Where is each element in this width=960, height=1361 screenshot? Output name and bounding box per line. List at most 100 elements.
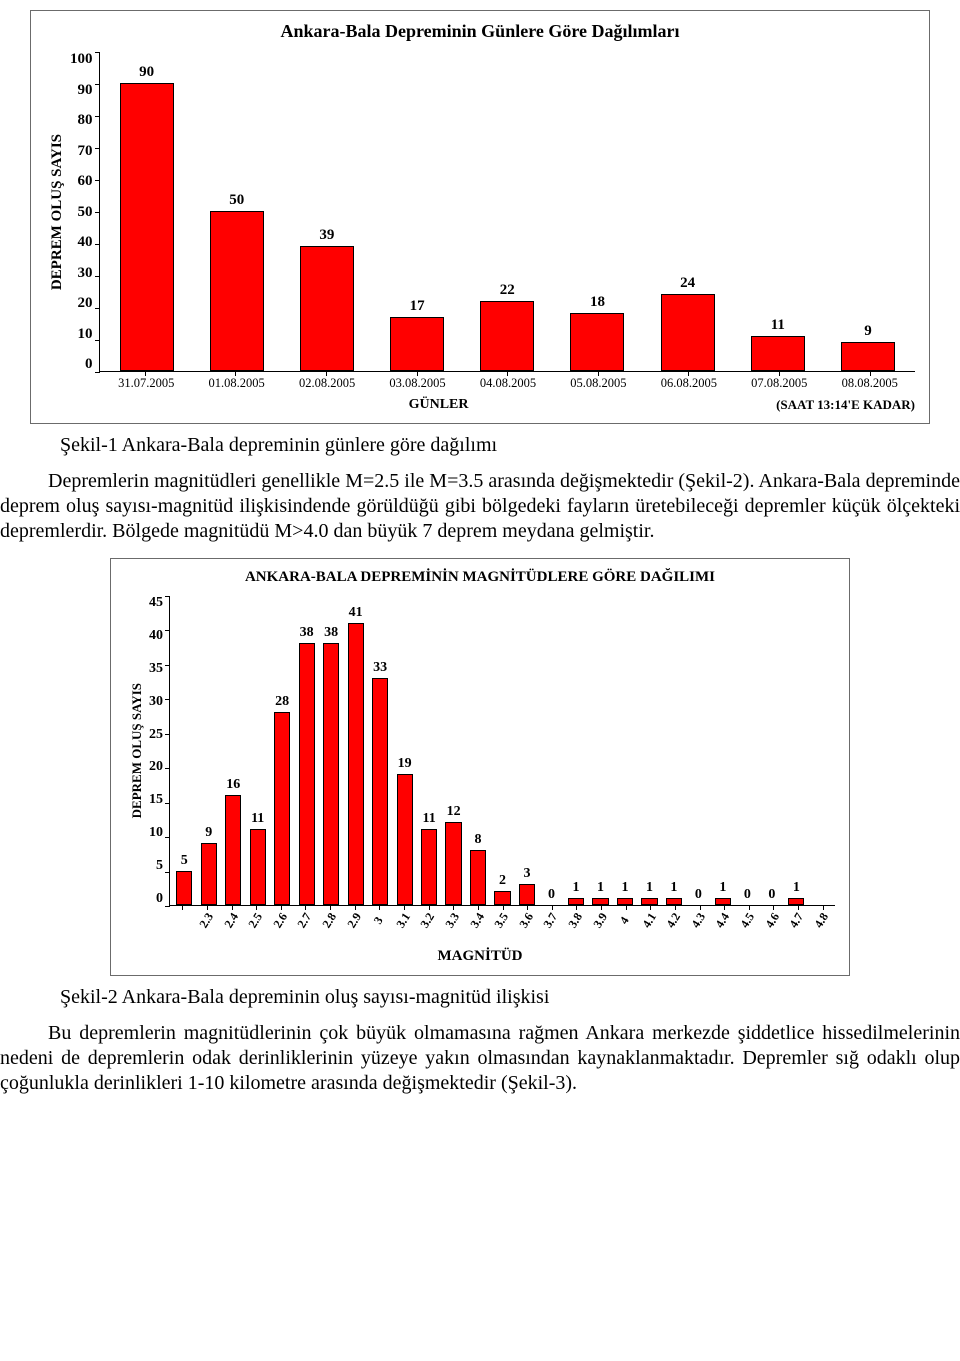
- chart1-bar: [120, 83, 174, 371]
- chart2-bar: [519, 884, 535, 905]
- chart2-bar-value-label: 33: [373, 660, 387, 676]
- chart2-bar-value-label: 11: [422, 811, 435, 827]
- chart2-bar-value-label: 1: [646, 880, 653, 896]
- chart2-bar-value-label: 5: [181, 853, 188, 869]
- chart2-ytick-mark: [165, 734, 170, 735]
- chart1-xaxis-tick: 01.08.2005: [191, 372, 281, 391]
- chart2-bar-slot: 5: [172, 853, 196, 905]
- chart1-ytick-mark: [95, 148, 100, 149]
- caption-2: Şekil-2 Ankara-Bala depreminin oluş sayı…: [60, 986, 930, 1009]
- chart2-ytick-mark: [165, 768, 170, 769]
- chart1-xaxis-row: 31.07.200501.08.200502.08.200503.08.2005…: [45, 372, 915, 391]
- chart2-ytick-mark: [165, 803, 170, 804]
- chart2-bar-value-label: 38: [300, 625, 314, 641]
- chart1-ytick: 0: [70, 357, 93, 372]
- chart1-bar: [210, 211, 264, 371]
- chart2-title: ANKARA-BALA DEPREMİNİN MAGNİTÜDLERE GÖRE…: [125, 569, 835, 586]
- chart1-ytick: 30: [70, 266, 93, 281]
- chart2-bar-value-label: 19: [398, 756, 412, 772]
- chart2-bar: [201, 843, 217, 905]
- chart1-xaxis-ticks: 31.07.200501.08.200502.08.200503.08.2005…: [101, 372, 915, 391]
- chart2-yaxis-ticks: 454035302520151050: [149, 596, 169, 906]
- chart1-ytick-mark: [95, 52, 100, 53]
- caption-1: Şekil-1 Ankara-Bala depreminin günlere g…: [60, 434, 930, 457]
- chart2-ytick: 45: [149, 596, 163, 610]
- chart2-bar-value-label: 1: [597, 880, 604, 896]
- chart2-bar: [445, 822, 461, 905]
- paragraph-2-block: Bu depremlerin magnitüdlerinin çok büyük…: [0, 1021, 960, 1096]
- chart1-xaxis-tick: 08.08.2005: [825, 372, 915, 391]
- chart1-bar-value-label: 90: [139, 64, 154, 81]
- chart1-bar-value-label: 39: [319, 227, 334, 244]
- chart1-bar-slot: 17: [372, 298, 462, 371]
- chart1-ytick: 50: [70, 205, 93, 220]
- chart2-bar: [568, 898, 584, 905]
- chart1-xaxis-extra: GÜNLER (SAAT 13:14'E KADAR): [45, 397, 915, 413]
- chart1-bar-value-label: 9: [864, 323, 872, 340]
- chart2-plot-area: 591611283838413319111282301111101001: [169, 596, 835, 906]
- chart2-ytick-mark: [165, 837, 170, 838]
- chart1-bar-slot: 22: [462, 282, 552, 371]
- chart1-xaxis-tick: 31.07.2005: [101, 372, 191, 391]
- chart1-ytick-mark: [95, 276, 100, 277]
- chart1-bar: [570, 313, 624, 371]
- chart2-bar-slot: 11: [417, 811, 441, 905]
- chart1-bar-slot: 11: [733, 317, 823, 371]
- chart2-bar: [225, 795, 241, 905]
- chart2-bar-slot: 1: [662, 880, 686, 905]
- chart2-bars-row: 591611283838413319111282301111101001: [170, 596, 835, 905]
- chart1-bar-slot: 50: [192, 192, 282, 371]
- chart1-bar: [390, 317, 444, 371]
- chart1-ytick: 20: [70, 296, 93, 311]
- chart1-xaxis-tick: 04.08.2005: [463, 372, 553, 391]
- chart1-bar-value-label: 18: [590, 294, 605, 311]
- chart1-bar-slot: 9: [823, 323, 913, 371]
- chart2-bar: [617, 898, 633, 905]
- chart2-ytick: 10: [149, 826, 163, 840]
- chart2-bar: [348, 623, 364, 905]
- chart1-xaxis-spacer: [45, 372, 101, 391]
- chart2-bar-value-label: 0: [768, 887, 775, 903]
- chart1-xaxis-tick: 03.08.2005: [372, 372, 462, 391]
- chart1-bar-slot: 90: [102, 64, 192, 371]
- chart2-xaxis-center-label: MAGNİTÜD: [125, 948, 835, 965]
- chart2-bar-slot: 11: [245, 811, 269, 905]
- chart1-bar-value-label: 17: [410, 298, 425, 315]
- chart2-bar-value-label: 8: [475, 832, 482, 848]
- chart2-frame: ANKARA-BALA DEPREMİNİN MAGNİTÜDLERE GÖRE…: [110, 558, 850, 976]
- chart1-ytick: 90: [70, 83, 93, 98]
- chart2-bar-slot: 41: [343, 605, 367, 905]
- chart1-ytick: 70: [70, 144, 93, 159]
- chart2-bar-value-label: 2: [499, 873, 506, 889]
- chart1-bar-value-label: 24: [680, 275, 695, 292]
- chart1-xaxis-center-label: GÜNLER: [101, 397, 776, 413]
- chart2-ytick: 30: [149, 695, 163, 709]
- chart2-bar-value-label: 0: [548, 887, 555, 903]
- chart2-ytick: 15: [149, 793, 163, 807]
- chart2-ytick: 40: [149, 629, 163, 643]
- chart1-xaxis-right-label: (SAAT 13:14'E KADAR): [776, 397, 915, 413]
- paragraph-1: Depremlerin magnitüdleri genellikle M=2.…: [0, 469, 960, 544]
- chart2-yaxis-label: DEPREM OLUŞ SAYIS: [125, 683, 149, 818]
- chart1-xaxis-tick: 06.08.2005: [644, 372, 734, 391]
- chart2-bar-slot: 3: [515, 866, 539, 905]
- chart2-bar: [250, 829, 266, 905]
- chart2-bar-value-label: 41: [349, 605, 363, 621]
- chart2-bar-slot: 1: [588, 880, 612, 905]
- chart2-bar-slot: 1: [711, 880, 735, 905]
- chart1-bar-value-label: 50: [229, 192, 244, 209]
- chart1-ytick-mark: [95, 244, 100, 245]
- chart2-ytick: 20: [149, 760, 163, 774]
- chart1-bar: [300, 246, 354, 371]
- chart2-ytick: 5: [149, 859, 163, 873]
- chart1-ytick: 40: [70, 235, 93, 250]
- chart2-xaxis-ticks: 2.32.42.52.62.72.82.933.13.23.33.43.53.6…: [171, 906, 835, 946]
- chart1-plot-row: DEPREM OLUŞ SAYIS 1009080706050403020100…: [45, 52, 915, 372]
- chart1-ytick: 10: [70, 327, 93, 342]
- chart2-bar-value-label: 9: [205, 825, 212, 841]
- chart2-bar-slot: 8: [466, 832, 490, 905]
- chart2-bar-value-label: 1: [793, 880, 800, 896]
- chart2-bar-slot: 28: [270, 694, 294, 905]
- chart2-ytick-mark: [165, 665, 170, 666]
- chart2-bar: [372, 678, 388, 905]
